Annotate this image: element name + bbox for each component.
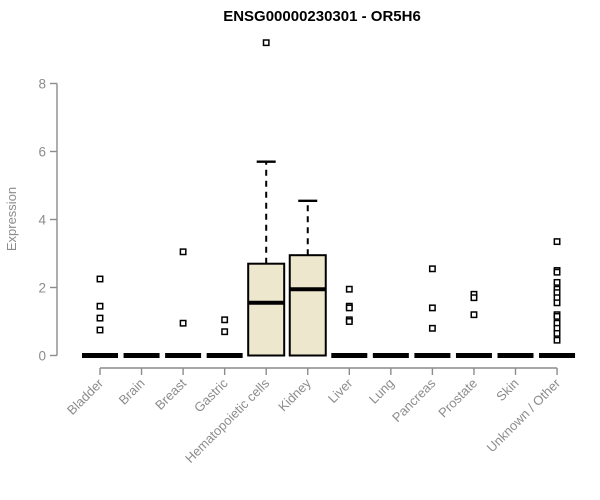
outlier-point [553,336,561,344]
outlier-point [96,326,104,334]
outlier-point [179,248,187,256]
box [288,254,327,357]
collapsed-box-bar [331,353,368,358]
y-tick-label: 6 [38,145,46,160]
collapsed-box-bar [123,353,160,358]
x-tick-label: Brain [116,376,148,408]
y-tick-label: 4 [38,213,46,228]
outlier-point [553,268,561,276]
y-tick-label: 0 [38,349,46,364]
outlier-point [262,39,270,47]
outlier-point [470,311,478,319]
outlier-point [345,304,353,312]
outlier-point [221,328,229,336]
x-tick-label: Gastric [191,375,231,415]
chart-title: ENSG00000230301 - OR5H6 [223,8,421,25]
outlier-point [428,324,436,332]
x-tick-label: Liver [325,375,356,406]
outlier-point [553,329,561,337]
outlier-point [553,238,561,246]
x-tick-label: Lung [366,376,397,407]
outlier-point [428,265,436,273]
outlier-point [345,285,353,293]
outlier-point [96,314,104,322]
x-tick-label: Breast [152,375,189,412]
outlier-point [428,304,436,312]
outlier-point [179,319,187,327]
outlier-point [553,278,561,286]
collapsed-box-bar [165,353,202,358]
collapsed-box-bar [539,353,576,358]
collapsed-box-bar [372,353,409,358]
y-tick-label: 8 [38,77,46,92]
y-axis-title: Expression [4,187,19,251]
box [247,262,286,357]
x-tick-label: Pancreas [389,375,439,425]
x-tick-label: Unknown / Other [484,375,564,455]
collapsed-box-bar [206,353,243,358]
outlier-point [96,302,104,310]
y-tick-label: 2 [38,281,46,296]
collapsed-box-bar [414,353,451,358]
outlier-point [96,275,104,283]
collapsed-box-bar [82,353,118,358]
outlier-point [345,318,353,325]
x-tick-label: Bladder [64,375,107,418]
x-tick-label: Skin [493,376,521,404]
x-tick-label: Kidney [275,375,314,414]
collapsed-box-bar [455,353,492,358]
outlier-point [553,299,561,307]
collapsed-box-bar [497,353,534,358]
outlier-point [470,294,478,302]
outlier-point [553,312,561,320]
x-tick-label: Prostate [435,376,480,421]
outlier-point [221,316,229,324]
